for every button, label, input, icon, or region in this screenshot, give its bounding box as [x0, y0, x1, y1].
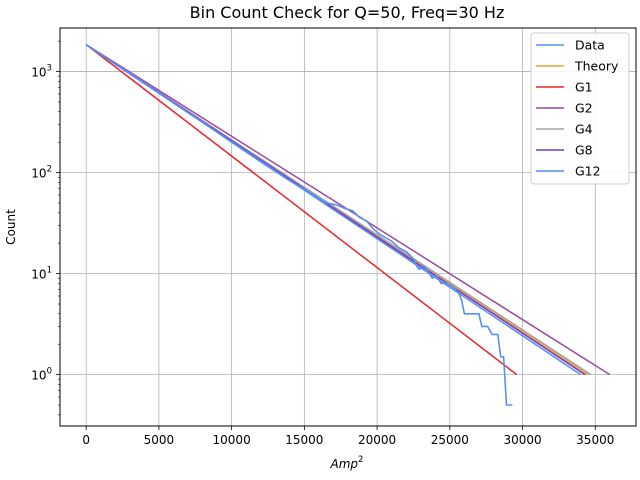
x-tick-label: 30000 — [503, 433, 541, 447]
y-tick-exponent: 0 — [47, 367, 52, 377]
x-tick-label: 35000 — [576, 433, 614, 447]
x-axis-label-exponent: 2 — [358, 455, 363, 465]
legend-label: G1 — [575, 80, 593, 95]
x-axis-label-base: Amp — [330, 457, 359, 471]
x-tick-label: 0 — [82, 433, 90, 447]
series-line-data — [85, 43, 513, 406]
y-tick-base: 10 — [31, 369, 46, 383]
legend-box — [530, 32, 630, 185]
x-tick-label: 15000 — [285, 433, 323, 447]
x-tick-label: 10000 — [213, 433, 251, 447]
y-tick-exponent: 1 — [47, 266, 52, 276]
legend-label: G12 — [575, 164, 601, 179]
plot-frame — [59, 27, 637, 427]
x-axis-label: Amp2 — [330, 455, 364, 471]
y-tick-base: 10 — [31, 66, 46, 80]
legend-label: G2 — [575, 101, 593, 116]
legend-label: G8 — [575, 143, 593, 158]
series-group — [85, 43, 611, 406]
x-axis-ticks: 0 5000 10000 15000 20000 25000 30000 35000 — [82, 426, 614, 447]
y-tick-label: 102 — [31, 165, 52, 181]
series-line-g1 — [85, 44, 518, 376]
x-tick-label: 20000 — [358, 433, 396, 447]
legend-label: Data — [575, 38, 605, 53]
y-tick-label: 101 — [31, 266, 52, 282]
y-tick-exponent: 3 — [47, 64, 52, 74]
chart-title: Bin Count Check for Q=50, Freq=30 Hz — [190, 3, 505, 22]
legend-label: G4 — [575, 122, 593, 137]
y-axis-label: Count — [4, 209, 18, 245]
legend: Data Theory G1 G2 G4 G8 G12 — [530, 32, 630, 185]
x-tick-label: 25000 — [431, 433, 469, 447]
y-tick-base: 10 — [31, 268, 46, 282]
y-tick-base: 10 — [31, 167, 46, 181]
y-tick-exponent: 2 — [47, 165, 52, 175]
y-tick-label: 103 — [31, 64, 52, 80]
legend-label: Theory — [574, 59, 619, 74]
y-tick-label: 100 — [31, 367, 52, 383]
x-tick-label: 5000 — [144, 433, 175, 447]
